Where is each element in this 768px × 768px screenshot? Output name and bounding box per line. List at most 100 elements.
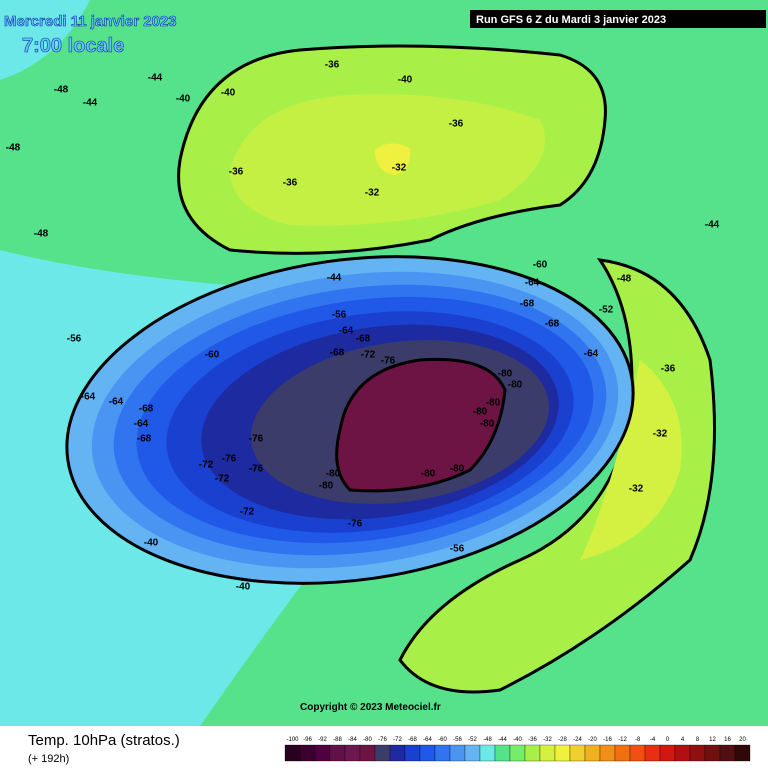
colorbar-swatch bbox=[374, 744, 391, 762]
colorbar-label: -68 bbox=[408, 737, 417, 743]
contour-label: -60 bbox=[533, 260, 548, 271]
colorbar-swatch bbox=[434, 744, 451, 762]
copyright: Copyright © 2023 Meteociel.fr bbox=[300, 702, 441, 713]
colorbar-label: -24 bbox=[573, 737, 582, 743]
colorbar-label: -52 bbox=[468, 737, 477, 743]
colorbar-label: 16 bbox=[724, 737, 731, 743]
contour-label: -76 bbox=[381, 356, 396, 367]
colorbar-label: -32 bbox=[543, 737, 552, 743]
colorbar-swatch bbox=[539, 744, 556, 762]
contour-label: -56 bbox=[332, 310, 347, 321]
run-info: Run GFS 6 Z du Mardi 3 janvier 2023 bbox=[476, 14, 666, 26]
colorbar-label: -96 bbox=[303, 737, 312, 743]
contour-label: -68 bbox=[545, 319, 560, 330]
contour-label: -48 bbox=[34, 229, 49, 240]
contour-label: -80 bbox=[473, 407, 488, 418]
contour-label: -76 bbox=[249, 464, 264, 475]
contour-label: -68 bbox=[520, 299, 535, 310]
run-box bbox=[470, 10, 766, 28]
contour-label: -36 bbox=[283, 178, 298, 189]
colorbar-label: -80 bbox=[363, 737, 372, 743]
contour-label: -80 bbox=[421, 469, 436, 480]
lead-time: (+ 192h) bbox=[28, 753, 69, 765]
contour-label: -40 bbox=[221, 88, 236, 99]
contour-label: -48 bbox=[54, 85, 69, 96]
contour-label: -40 bbox=[176, 94, 191, 105]
contour-label: -68 bbox=[137, 434, 152, 445]
colorbar-label: -88 bbox=[333, 737, 342, 743]
colorbar-label: -72 bbox=[393, 737, 402, 743]
contour-label: -44 bbox=[327, 273, 342, 284]
contour-label: -80 bbox=[450, 464, 465, 475]
contour-label: -52 bbox=[599, 305, 614, 316]
colorbar-swatch bbox=[419, 744, 436, 762]
colorbar-label: 20 bbox=[739, 737, 746, 743]
contour-label: -48 bbox=[6, 143, 21, 154]
contour-label: -32 bbox=[629, 484, 644, 495]
contour-label: -64 bbox=[584, 349, 599, 360]
colorbar-label: -100 bbox=[286, 737, 299, 743]
colorbar-swatch bbox=[614, 744, 631, 762]
colorbar-label: -44 bbox=[498, 737, 507, 743]
contour-label: -40 bbox=[398, 75, 413, 86]
colorbar-swatch bbox=[389, 744, 406, 762]
colorbar-label: -76 bbox=[378, 737, 387, 743]
colorbar-label: -8 bbox=[635, 737, 641, 743]
contour-label: -44 bbox=[83, 98, 98, 109]
contour-label: -72 bbox=[240, 507, 255, 518]
colorbar-label: -4 bbox=[650, 737, 656, 743]
contour-label: -76 bbox=[222, 454, 237, 465]
colorbar-label: -20 bbox=[588, 737, 597, 743]
contour-label: -56 bbox=[450, 544, 465, 555]
colorbar-label: -92 bbox=[318, 737, 327, 743]
polar-vortex bbox=[65, 255, 635, 585]
colorbar-swatch bbox=[554, 744, 571, 762]
colorbar-label: 12 bbox=[709, 737, 716, 743]
colorbar-swatch bbox=[569, 744, 586, 762]
parameter: Temp. 10hPa (stratos.) bbox=[28, 732, 180, 749]
contour-label: -80 bbox=[326, 469, 341, 480]
contour-label: -76 bbox=[348, 519, 363, 530]
contour-label: -32 bbox=[653, 429, 668, 440]
contour-label: -68 bbox=[330, 348, 345, 359]
contour-label: -64 bbox=[81, 392, 96, 403]
colorbar-swatch bbox=[464, 744, 481, 762]
contour-label: -36 bbox=[661, 364, 676, 375]
contour-label: -68 bbox=[139, 404, 154, 415]
colorbar-label: -60 bbox=[438, 737, 447, 743]
map-date: Mercredi 11 janvier 2023 bbox=[4, 13, 177, 30]
contour-label: -36 bbox=[325, 60, 340, 71]
colorbar-label: -36 bbox=[528, 737, 537, 743]
colorbar-swatch bbox=[509, 744, 526, 762]
colorbar-swatch bbox=[674, 744, 691, 762]
contour-label: -72 bbox=[361, 350, 376, 361]
colorbar-swatch bbox=[659, 744, 676, 762]
contour-label: -64 bbox=[109, 397, 124, 408]
contour-label: -64 bbox=[525, 278, 540, 289]
contour-label: -48 bbox=[617, 274, 632, 285]
colorbar-swatch bbox=[284, 744, 301, 762]
colorbar-swatch bbox=[479, 744, 496, 762]
colorbar-label: -28 bbox=[558, 737, 567, 743]
colorbar-swatch bbox=[524, 744, 541, 762]
colorbar-label: -48 bbox=[483, 737, 492, 743]
colorbar-swatch bbox=[344, 744, 361, 762]
colorbar-swatch bbox=[299, 744, 316, 762]
colorbar-swatch bbox=[704, 744, 721, 762]
contour-label: -80 bbox=[508, 380, 523, 391]
warm-core bbox=[580, 360, 682, 560]
contour-label: -44 bbox=[148, 73, 163, 84]
contour-label: -72 bbox=[215, 474, 230, 485]
map-time: 7:00 locale bbox=[22, 35, 124, 57]
colorbar-swatch bbox=[314, 744, 331, 762]
contour-label: -68 bbox=[356, 334, 371, 345]
contour-label: -56 bbox=[67, 334, 82, 345]
contour-label: -40 bbox=[144, 538, 159, 549]
colorbar-label: 8 bbox=[696, 737, 700, 743]
contour-label: -80 bbox=[486, 398, 501, 409]
contour-label: -72 bbox=[199, 460, 214, 471]
colorbar-label: -56 bbox=[453, 737, 462, 743]
colorbar-label: -64 bbox=[423, 737, 432, 743]
colorbar-swatch bbox=[359, 744, 376, 762]
